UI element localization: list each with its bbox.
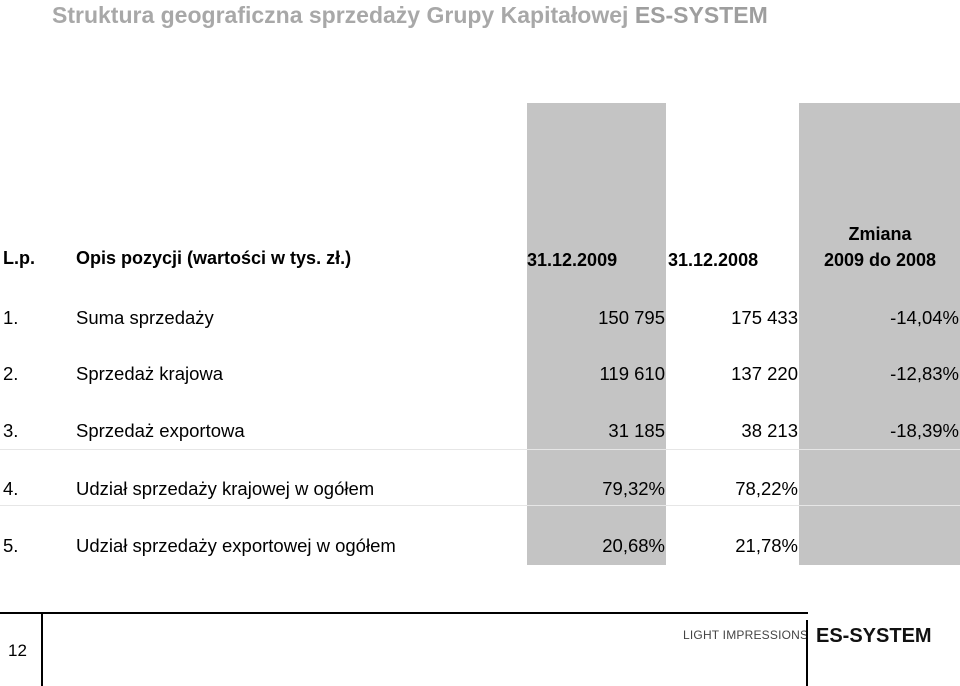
row-4-2008: 78,22% bbox=[735, 478, 798, 499]
row-3-2009: 31 185 bbox=[608, 420, 665, 441]
header-2009: 31.12.2009 bbox=[527, 250, 618, 270]
row-2-lp: 2. bbox=[3, 363, 19, 384]
footer-divider bbox=[806, 620, 808, 686]
row-4-lp: 4. bbox=[3, 478, 19, 499]
header-2008: 31.12.2008 bbox=[668, 250, 759, 270]
header-opis: Opis pozycji (wartości w tys. zł.) bbox=[76, 248, 352, 268]
row-5-2009: 20,68% bbox=[602, 535, 665, 556]
page-number: 12 bbox=[8, 641, 27, 660]
title-brand: ES-SYSTEM bbox=[634, 2, 768, 28]
header-zmiana-line2: 2009 do 2008 bbox=[823, 250, 937, 270]
row-1-lp: 1. bbox=[3, 307, 19, 328]
page-number-box bbox=[0, 612, 43, 686]
column-2009-shade bbox=[527, 103, 666, 565]
footer-rule bbox=[0, 612, 808, 614]
row-3-zmiana: -18,39% bbox=[890, 420, 959, 441]
row-3-2008: 38 213 bbox=[741, 420, 798, 441]
row-1-zmiana: -14,04% bbox=[890, 307, 959, 328]
row-separator bbox=[0, 449, 960, 450]
header-lp: L.p. bbox=[3, 248, 35, 268]
row-2-2009: 119 610 bbox=[599, 363, 666, 384]
row-4-2009: 79,32% bbox=[602, 478, 665, 499]
row-5-2008: 21,78% bbox=[735, 535, 798, 556]
row-1-opis: Suma sprzedaży bbox=[76, 307, 214, 328]
row-1-2009: 150 795 bbox=[598, 307, 665, 328]
footer-light-impressions: LIGHT IMPRESSIONS bbox=[683, 628, 809, 642]
row-1-2008: 175 433 bbox=[731, 307, 798, 328]
footer-logo: ES-SYSTEM bbox=[816, 625, 932, 647]
row-5-opis: Udział sprzedaży exportowej w ogółem bbox=[76, 535, 396, 556]
title-text: Struktura geograficzna sprzedaży Grupy K… bbox=[52, 2, 635, 28]
column-change-shade bbox=[799, 103, 960, 565]
page-title: Struktura geograficzna sprzedaży Grupy K… bbox=[52, 2, 768, 29]
row-2-2008: 137 220 bbox=[731, 363, 798, 384]
row-5-lp: 5. bbox=[3, 535, 19, 556]
row-2-zmiana: -12,83% bbox=[890, 363, 959, 384]
header-zmiana-line1: Zmiana bbox=[848, 224, 912, 244]
row-3-lp: 3. bbox=[3, 420, 19, 441]
row-separator bbox=[0, 505, 960, 506]
row-3-opis: Sprzedaż exportowa bbox=[76, 420, 245, 441]
row-2-opis: Sprzedaż krajowa bbox=[76, 363, 224, 384]
row-4-opis: Udział sprzedaży krajowej w ogółem bbox=[76, 478, 375, 499]
